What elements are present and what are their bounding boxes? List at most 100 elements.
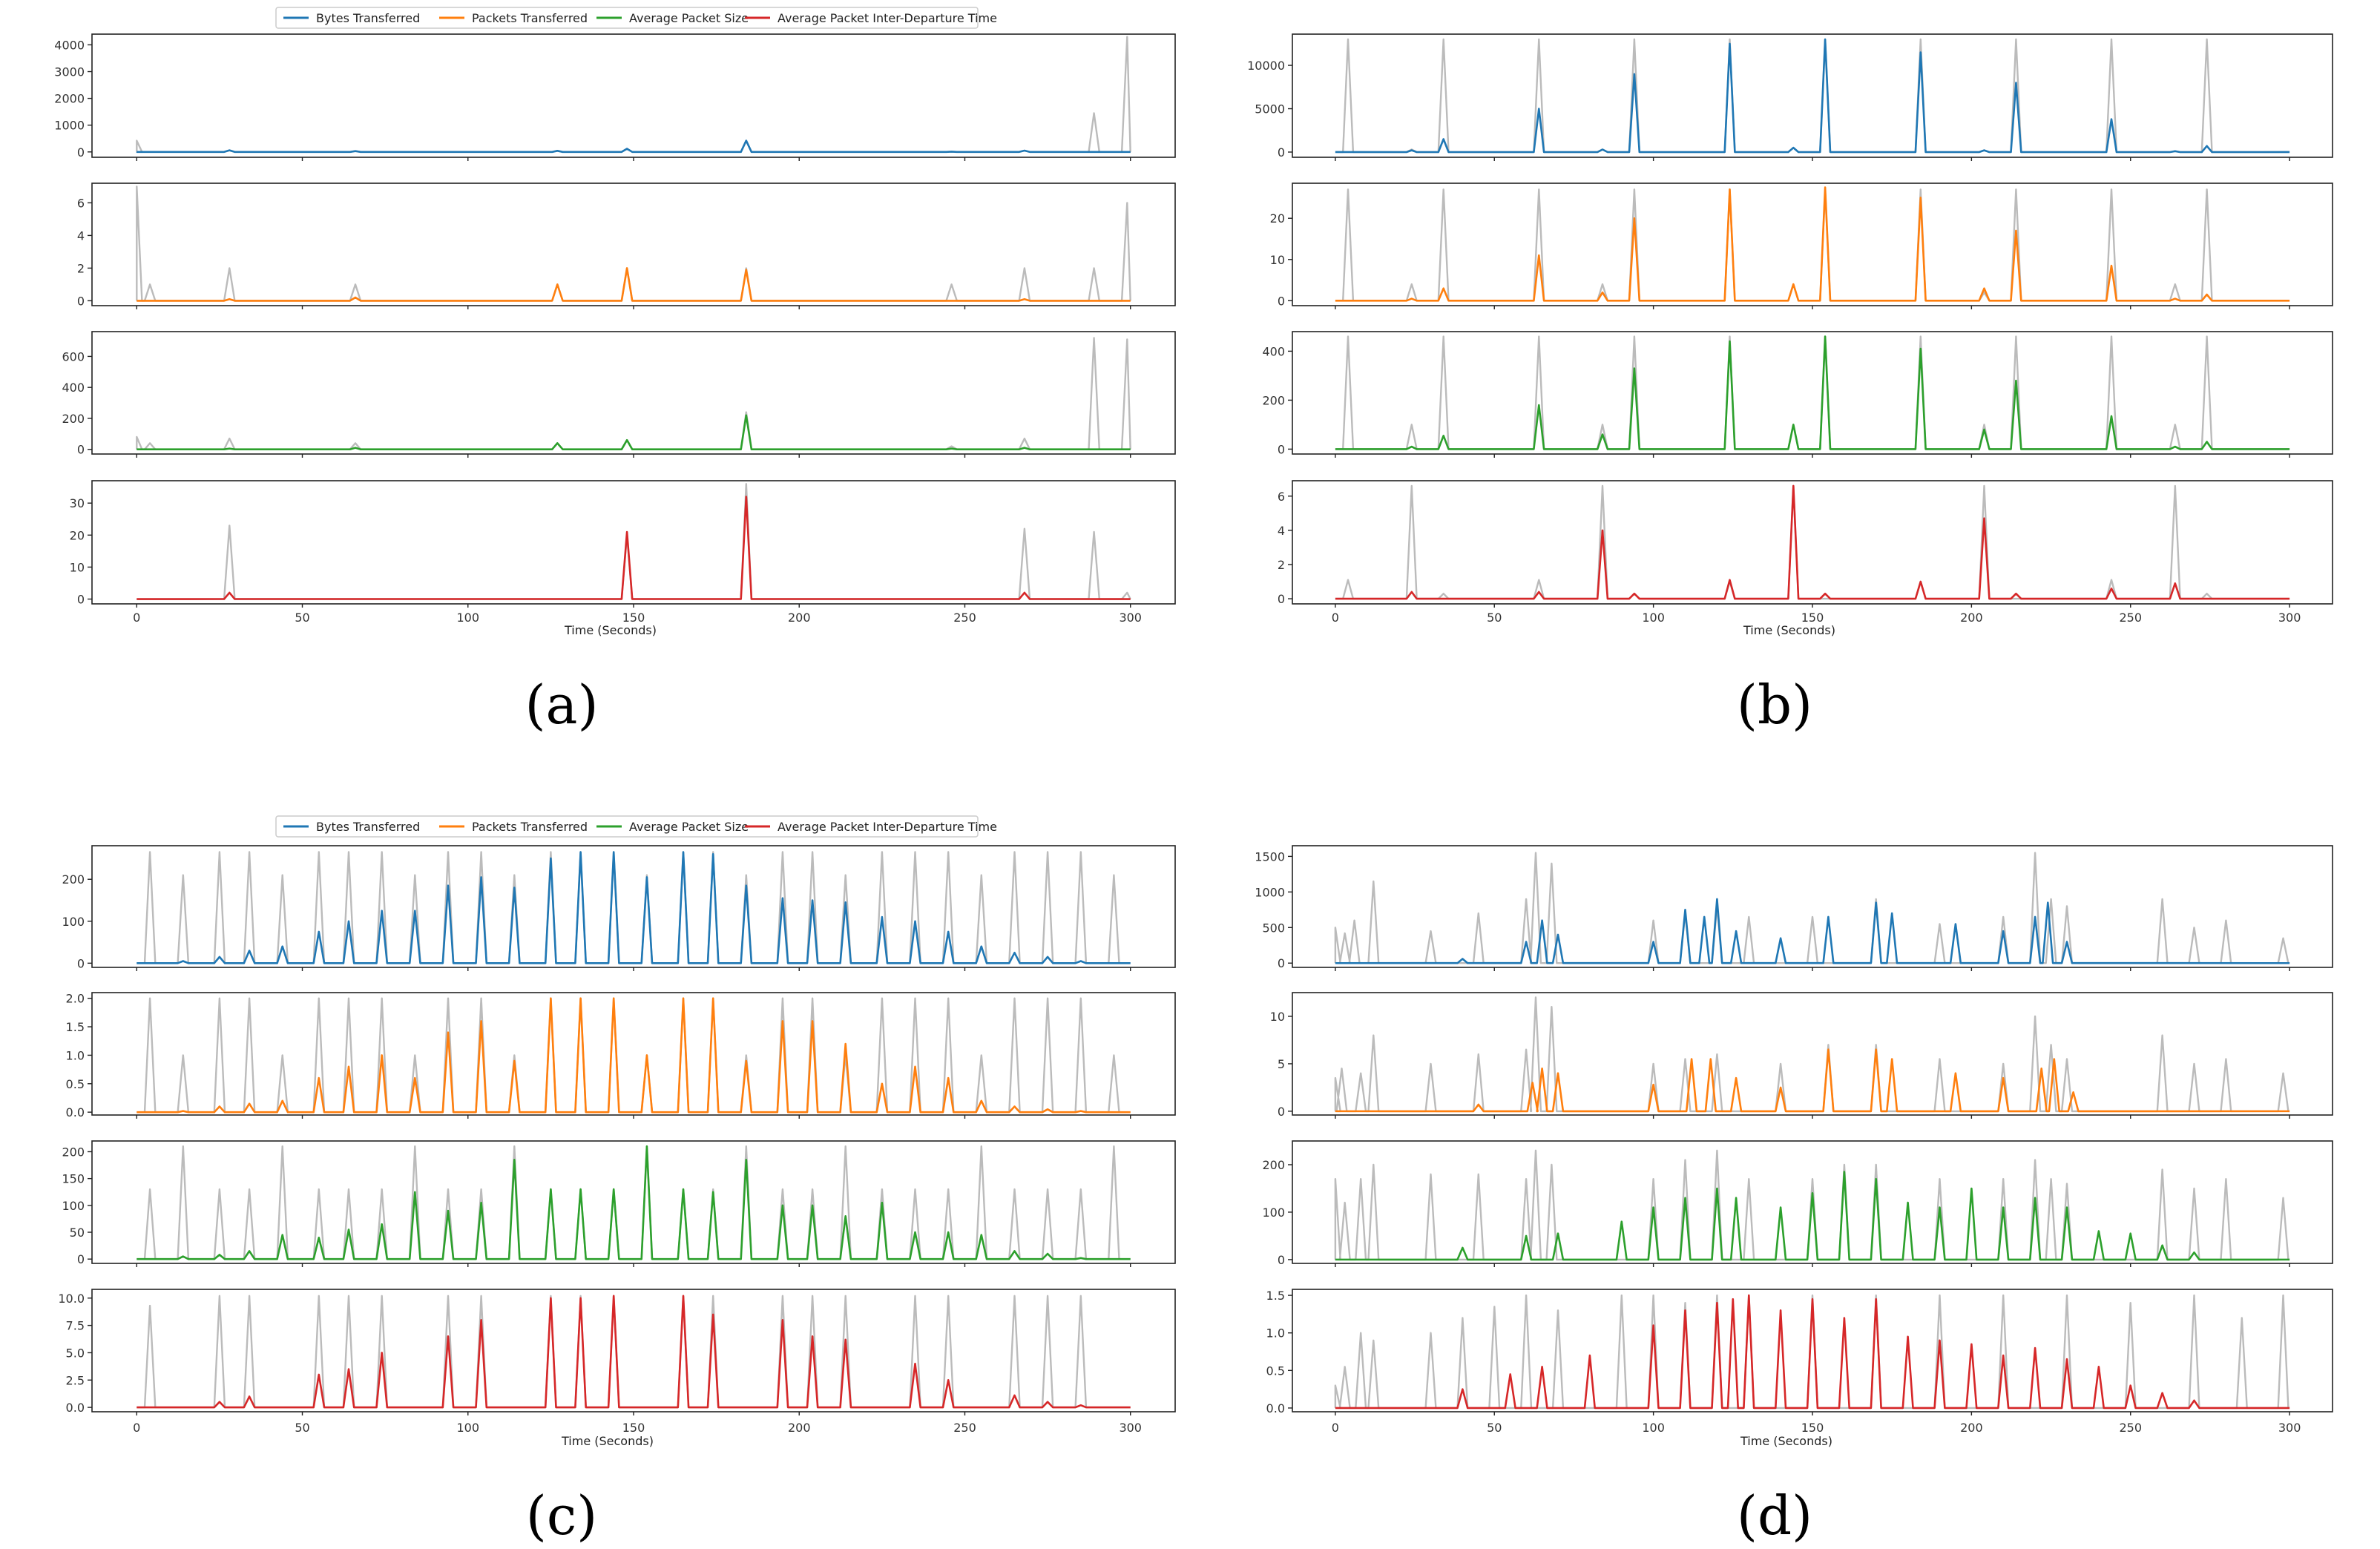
- series-line-d-packets: [1335, 1048, 2290, 1113]
- subplot-b-bytes: 0 5000 10000: [1247, 33, 2333, 161]
- subplot-d-bytes: 0 500 1000 1500: [1255, 845, 2333, 971]
- x-tick-label-b-5: 250: [2119, 611, 2142, 625]
- y-tick-label-c-idt-2: 5.0: [66, 1346, 85, 1360]
- y-tick-label-c-bytes-1: 100: [62, 915, 85, 929]
- subplot-a-bytes: 0 1000 2000 3000 4000: [54, 33, 1176, 161]
- series-line-b-idt: [1335, 484, 2290, 600]
- series-gray-d-idt: [1334, 1294, 2290, 1410]
- subplot-a-packets: 0 2 4 6: [77, 182, 1176, 309]
- subplot-c-packets: 0.0 0.5 1.0 1.5 2.0: [66, 992, 1176, 1119]
- x-tick-label-d-6: 300: [2278, 1421, 2301, 1435]
- x-tick-label-c-6: 300: [1119, 1421, 1142, 1435]
- y-tick-label-b-idt-1: 2: [1278, 558, 1285, 572]
- subplot-b-packets: 0 10 20: [1270, 182, 2333, 309]
- x-tick-label-b-3: 150: [1801, 611, 1824, 625]
- legend-label-bytes: Bytes Transferred: [316, 820, 420, 834]
- y-tick-label-c-packets-2: 1.0: [66, 1048, 85, 1062]
- y-tick-label-b-idt-2: 4: [1278, 524, 1285, 538]
- y-tick-label-b-packets-0: 0: [1278, 294, 1285, 308]
- x-tick-label-b-2: 100: [1642, 611, 1665, 625]
- x-ticks-d: 0 50 100 150 200 250 300: [1332, 1421, 2301, 1435]
- x-tick-label-c-5: 250: [953, 1421, 976, 1435]
- y-tick-label-c-size-3: 150: [62, 1172, 85, 1186]
- series-line-a-packets: [137, 267, 1131, 302]
- subplot-b-size: 0 200 400: [1262, 331, 2333, 458]
- axes-frame-c-packets: [91, 992, 1176, 1116]
- legend-label-idt: Average Packet Inter-Departure Time: [778, 11, 997, 25]
- y-tick-label-b-packets-1: 10: [1270, 253, 1285, 267]
- x-axis-label-b: Time (Seconds): [1743, 623, 1835, 637]
- axes-frame-a-packets: [91, 182, 1176, 306]
- y-tick-label-a-idt-1: 10: [70, 560, 85, 574]
- subplot-b-idt: 0 2 4 6: [1278, 480, 2333, 608]
- y-tick-label-d-bytes-2: 1000: [1255, 885, 1285, 899]
- x-tick-label-a-5: 250: [953, 611, 976, 625]
- y-tick-label-d-idt-1: 0.5: [1266, 1364, 1285, 1378]
- panel-label-b: (b): [1737, 674, 1812, 736]
- axes-frame-a-bytes: [91, 33, 1176, 158]
- panel-label-d: (d): [1737, 1484, 1812, 1547]
- chart-c: Bytes Transferred Packets Transferred Aver…: [58, 815, 1176, 1547]
- y-tick-label-c-packets-4: 2.0: [66, 992, 85, 1006]
- x-tick-label-c-2: 100: [456, 1421, 479, 1435]
- x-tick-label-b-4: 200: [1960, 611, 1983, 625]
- x-tick-label-a-6: 300: [1119, 611, 1142, 625]
- y-tick-label-d-idt-0: 0.0: [1266, 1401, 1285, 1415]
- y-tick-label-d-bytes-3: 1500: [1255, 849, 1285, 864]
- y-tick-label-b-idt-3: 6: [1278, 490, 1285, 504]
- series-line-a-idt: [137, 496, 1131, 600]
- y-tick-label-c-size-1: 50: [70, 1226, 85, 1240]
- series-line-d-size: [1335, 1171, 2290, 1261]
- x-axis-label-d: Time (Seconds): [1740, 1434, 1832, 1448]
- subplot-d-idt: 0.0 0.5 1.0 1.5: [1266, 1289, 2333, 1415]
- x-tick-label-a-0: 0: [133, 611, 140, 625]
- series-line-c-idt: [137, 1295, 1131, 1409]
- series-line-d-bytes: [1335, 898, 2290, 964]
- y-tick-label-a-size-0: 0: [77, 443, 85, 457]
- y-tick-label-b-size-0: 0: [1278, 442, 1285, 456]
- x-tick-label-d-2: 100: [1642, 1421, 1665, 1435]
- x-tick-label-c-1: 50: [295, 1421, 309, 1435]
- x-axis-label-a: Time (Seconds): [564, 623, 657, 637]
- y-tick-label-d-idt-3: 1.5: [1266, 1289, 1285, 1303]
- subplot-c-idt: 0.0 2.5 5.0 7.5 10.0: [58, 1289, 1176, 1415]
- y-tick-label-a-size-2: 400: [62, 381, 85, 395]
- legend-label-packets: Packets Transferred: [472, 11, 588, 25]
- y-tick-label-a-idt-2: 20: [70, 528, 85, 542]
- series-line-b-size: [1335, 335, 2290, 450]
- x-tick-label-a-4: 200: [788, 611, 811, 625]
- x-tick-label-d-3: 150: [1801, 1421, 1824, 1435]
- y-tick-label-a-packets-0: 0: [77, 294, 85, 308]
- series-line-b-packets: [1335, 186, 2290, 302]
- axes-frame-d-packets: [1292, 992, 2333, 1116]
- y-tick-label-d-size-1: 100: [1262, 1206, 1285, 1220]
- axes-frame-d-bytes: [1292, 845, 2333, 968]
- y-tick-label-b-bytes-1: 5000: [1255, 102, 1285, 116]
- y-tick-label-a-size-1: 200: [62, 412, 85, 426]
- y-tick-label-c-size-2: 100: [62, 1199, 85, 1213]
- x-tick-label-a-1: 50: [295, 611, 309, 625]
- y-tick-label-c-idt-4: 10.0: [58, 1292, 85, 1306]
- x-tick-label-d-0: 0: [1332, 1421, 1339, 1435]
- subplot-c-size: 0 50 100 150 200: [62, 1140, 1176, 1267]
- y-tick-label-d-packets-2: 10: [1270, 1010, 1285, 1024]
- legend-label-size: Average Packet Size: [629, 820, 749, 834]
- y-tick-label-c-packets-0: 0.0: [66, 1105, 85, 1119]
- legend-a: Bytes Transferred Packets Transferred Aver…: [275, 7, 997, 29]
- x-axis-label-c: Time (Seconds): [561, 1434, 654, 1448]
- x-tick-label-d-4: 200: [1960, 1421, 1983, 1435]
- y-tick-label-c-size-4: 200: [62, 1145, 85, 1159]
- series-line-a-bytes: [136, 139, 1131, 154]
- axes-frame-a-idt: [91, 480, 1176, 605]
- chart-a: Bytes Transferred Packets Transferred Aver…: [54, 7, 1176, 736]
- subplot-a-idt: 0 10 20 30: [70, 480, 1176, 608]
- x-tick-label-c-0: 0: [133, 1421, 140, 1435]
- legend-c: Bytes Transferred Packets Transferred Aver…: [275, 815, 997, 838]
- y-tick-label-c-bytes-0: 0: [77, 956, 85, 970]
- x-ticks-c: 0 50 100 150 200 250 300: [133, 1421, 1142, 1435]
- x-tick-label-c-4: 200: [788, 1421, 811, 1435]
- y-tick-label-c-bytes-2: 200: [62, 872, 85, 887]
- axes-frame-b-packets: [1292, 182, 2333, 306]
